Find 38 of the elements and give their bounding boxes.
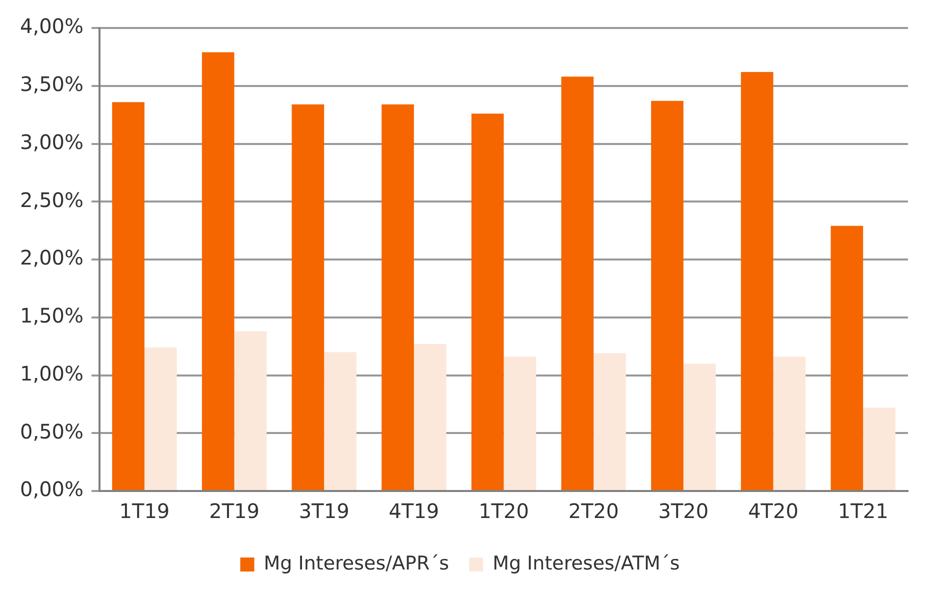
x-tick-label: 3T19: [298, 499, 350, 524]
y-tick-label: 0,50%: [20, 419, 84, 444]
x-tick-label: 2T19: [209, 499, 260, 524]
x-tick-label: 2T20: [568, 499, 619, 524]
bar: [324, 352, 356, 490]
y-tick-label: 1,50%: [20, 304, 84, 328]
y-tick-label: 0,00%: [20, 477, 84, 502]
x-tick-label: 1T19: [119, 499, 170, 524]
bar: [234, 331, 267, 490]
bar: [382, 104, 414, 490]
bar: [112, 102, 144, 490]
y-tick-label: 3,00%: [20, 130, 84, 154]
bar: [651, 100, 684, 490]
bar: [144, 347, 177, 490]
bar: [471, 114, 504, 490]
y-tick-label: 2,50%: [20, 188, 84, 212]
bar: [773, 356, 806, 490]
bar: [594, 353, 626, 490]
x-tick-label: 3T20: [658, 499, 709, 524]
bar: [683, 364, 716, 490]
y-tick-label: 2,00%: [20, 246, 84, 270]
bar: [830, 226, 864, 490]
bar: [740, 72, 774, 490]
x-tick-label: 1T21: [838, 499, 888, 524]
y-tick-label: 1,00%: [20, 361, 84, 386]
legend-label: Mg Intereses/APR´s: [264, 552, 450, 574]
x-tick-label: 1T20: [478, 499, 529, 524]
bar: [414, 344, 446, 490]
x-tick-label: 4T19: [388, 499, 440, 524]
bar: [504, 356, 536, 490]
x-tick-label: 4T20: [748, 499, 798, 524]
bar: [863, 408, 896, 490]
bar: [561, 76, 594, 490]
y-tick-label: 3,50%: [20, 72, 84, 96]
y-tick-label: 4,00%: [20, 14, 84, 38]
bar: [292, 104, 324, 490]
bar: [202, 52, 234, 490]
legend-label: Mg Intereses/ATM´s: [492, 552, 680, 574]
